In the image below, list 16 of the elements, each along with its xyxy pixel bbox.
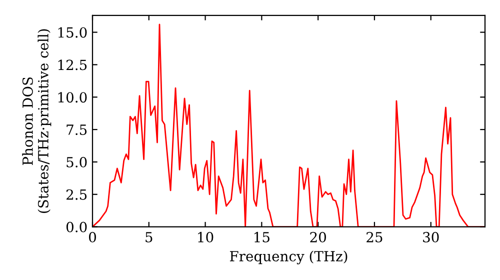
y-tick-label: 12.5	[58, 60, 87, 70]
y-axis-title: Phonon DOS (States/THz·primitive cell)	[22, 29, 52, 213]
y-tick-label: 5.0	[66, 156, 87, 168]
x-tick-label: 10	[198, 232, 214, 242]
x-axis-title: Frequency (THz)	[230, 250, 348, 264]
y-tick-label: 10.0	[58, 92, 87, 103]
x-tick-label: 20	[310, 232, 326, 242]
x-tick-label: 5	[146, 232, 152, 242]
x-tick-label: 30	[423, 232, 439, 242]
y-tick-label: 7.5	[66, 124, 87, 136]
y-tick-label: 0.0	[66, 222, 87, 232]
x-tick-label: 25	[366, 232, 382, 242]
y-tick-label: 15.0	[58, 27, 87, 38]
y-tick-label: 2.5	[66, 189, 87, 200]
x-tick-label: 15	[254, 232, 270, 242]
x-tick-label: 0	[88, 232, 96, 242]
